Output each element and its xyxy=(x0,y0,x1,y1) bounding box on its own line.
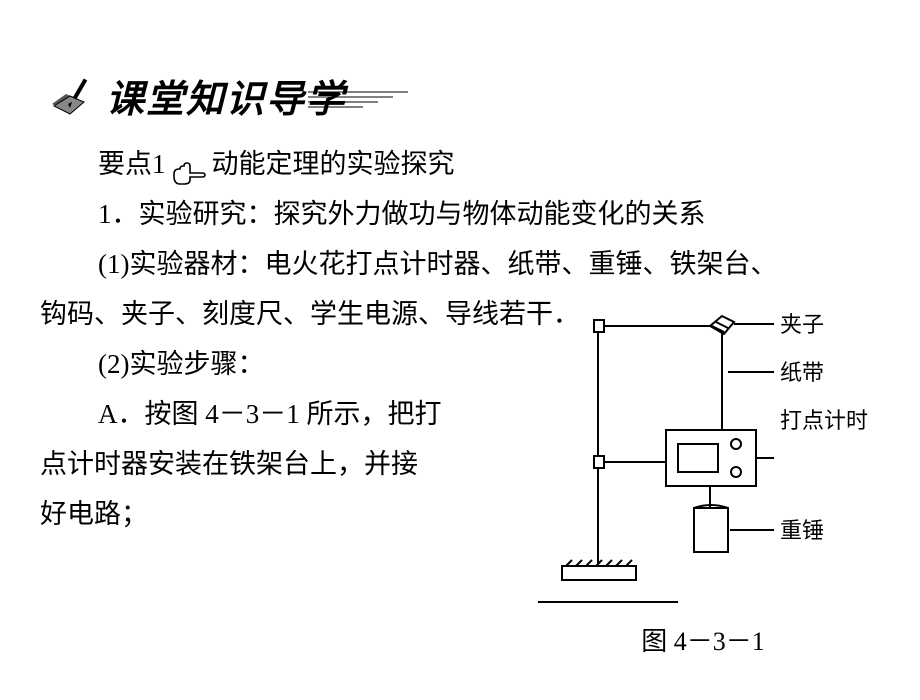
apparatus-diagram: 夹子 纸带 打点计时器 重锤 图 4－3－1 xyxy=(538,312,868,658)
label-weight: 重锤 xyxy=(780,518,824,543)
point-title: 动能定理的实验探究 xyxy=(212,140,455,190)
text-line: A．按图 4－3－1 所示，把打 xyxy=(98,390,520,440)
text-line: (1)实验器材：电火花打点计时器、纸带、重锤、铁架台、 xyxy=(98,240,880,290)
label-timer: 打点计时器 xyxy=(780,408,868,433)
label-clip: 夹子 xyxy=(780,312,824,337)
key-point-line: 要点1 动能定理的实验探究 xyxy=(98,140,880,190)
pointing-hand-icon xyxy=(172,153,206,177)
text-line: (2)实验步骤： xyxy=(98,340,520,390)
diagram-svg: 夹子 纸带 打点计时器 重锤 xyxy=(538,312,868,612)
label-tape: 纸带 xyxy=(780,360,824,385)
book-pen-icon xyxy=(48,74,100,118)
text-line: 点计时器安装在铁架台上，并接 xyxy=(40,440,520,490)
point-prefix: 要点1 xyxy=(98,140,166,190)
diagram-caption: 图 4－3－1 xyxy=(538,621,868,658)
decorative-lines xyxy=(308,90,418,115)
text-line: 好电路； xyxy=(40,490,520,540)
section-header: 课堂知识导学 xyxy=(48,68,346,123)
text-line: 1．实验研究：探究外力做功与物体动能变化的关系 xyxy=(98,190,880,240)
